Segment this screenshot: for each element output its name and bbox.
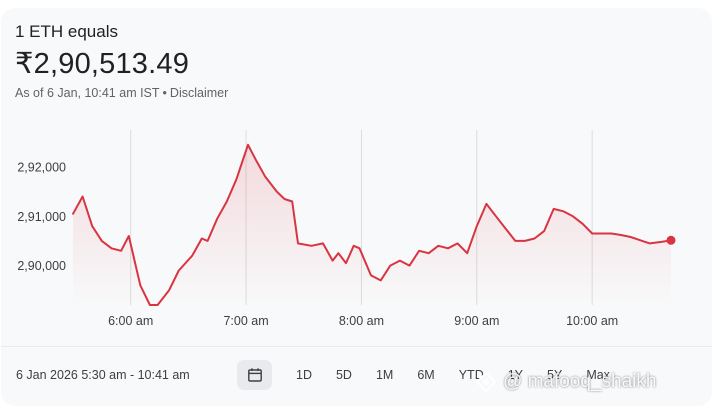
price-chart: 6:00 am 7:00 am 8:00 am 9:00 am 10:00 am 2,90…	[17, 130, 676, 328]
footer-divider	[1, 346, 712, 347]
range-button-1y[interactable]: 1Y	[507, 368, 524, 382]
header: 1 ETH equals ₹2,90,513.49 As of 6 Jan, 1…	[15, 22, 228, 101]
x-tick-label: 6:00 am	[108, 314, 153, 328]
range-button-6m[interactable]: 6M	[417, 368, 435, 382]
range-button-ytd[interactable]: YTD	[458, 368, 484, 382]
x-tick-label: 8:00 am	[339, 314, 384, 328]
diamond-logo-icon	[475, 371, 497, 393]
as-of-text: As of 6 Jan, 10:41 am IST	[15, 86, 160, 100]
x-tick-label: 10:00 am	[566, 314, 618, 328]
y-tick-label: 2,91,000	[17, 210, 66, 224]
watermark-text: @ mafooq_shaikh	[503, 371, 657, 392]
range-button-5y[interactable]: 5Y	[547, 368, 563, 382]
range-button-max[interactable]: Max	[586, 368, 610, 382]
y-tick-label: 2,90,000	[17, 259, 66, 273]
disclaimer-link[interactable]: Disclaimer	[169, 86, 229, 100]
calendar-button[interactable]	[237, 360, 272, 390]
x-tick-label: 9:00 am	[454, 314, 499, 328]
calendar-icon	[247, 368, 262, 382]
latest-price-point	[666, 235, 676, 245]
date-range-label: 6 Jan 2026 5:30 am - 10:41 am	[16, 368, 190, 382]
x-tick-label: 7:00 am	[223, 314, 268, 328]
pair-title: 1 ETH equals	[15, 22, 118, 41]
price-value: ₹2,90,513.49	[15, 48, 190, 80]
price-area	[73, 144, 671, 305]
as-of-line: As of 6 Jan, 10:41 am IST • Disclaimer	[15, 85, 228, 101]
watermark: @ mafooq_shaikh	[475, 371, 656, 393]
range-button-5d[interactable]: 5D	[335, 368, 352, 382]
range-button-1d[interactable]: 1D	[296, 368, 312, 382]
separator-dot: •	[162, 86, 167, 100]
exchange-rate-card	[1, 8, 712, 406]
price-line	[72, 143, 672, 306]
y-tick-label: 2,92,000	[17, 160, 66, 174]
range-button-1m[interactable]: 1M	[375, 368, 394, 382]
time-range-selector: 1D 5D 1M 6M YTD 1Y 5Y Max	[237, 360, 622, 390]
